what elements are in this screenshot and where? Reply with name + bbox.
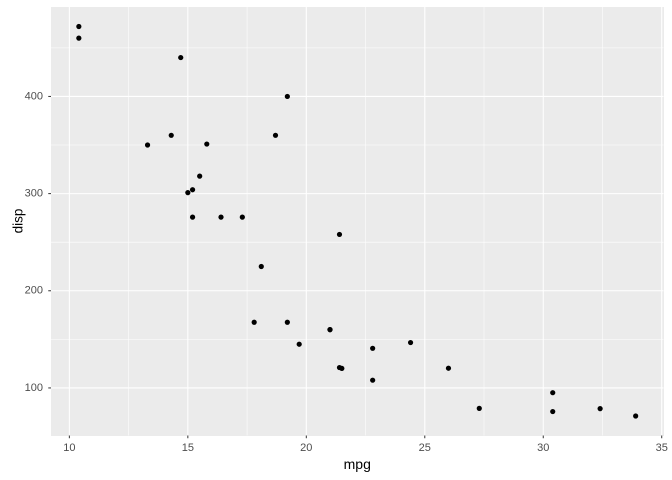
svg-text:10: 10 [63,442,75,454]
svg-text:400: 400 [25,90,43,102]
svg-text:300: 300 [25,187,43,199]
svg-text:25: 25 [419,442,431,454]
svg-text:35: 35 [656,442,668,454]
svg-text:15: 15 [182,442,194,454]
svg-text:20: 20 [300,442,312,454]
svg-text:100: 100 [25,381,43,393]
svg-text:30: 30 [537,442,549,454]
svg-text:200: 200 [25,284,43,296]
